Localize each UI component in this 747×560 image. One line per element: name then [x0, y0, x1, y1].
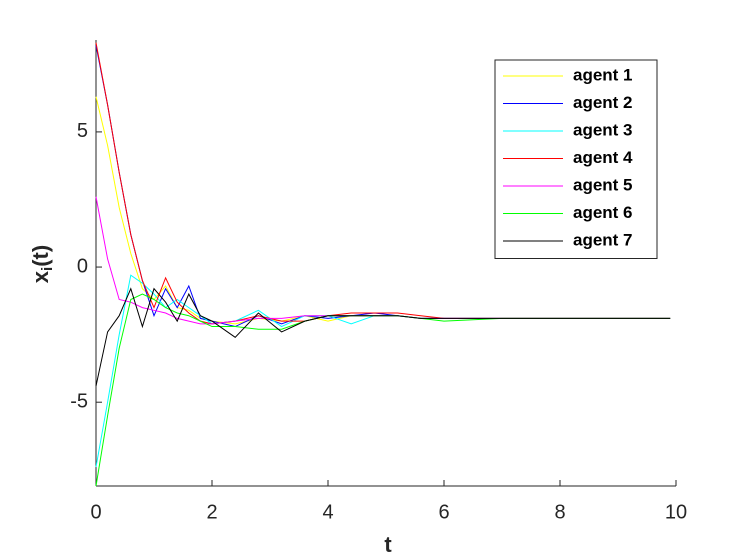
legend-label: agent 7 [573, 230, 633, 249]
legend-label: agent 6 [573, 203, 633, 222]
legend-label: agent 4 [573, 148, 633, 167]
x-tick-label: 0 [90, 501, 101, 523]
legend-label: agent 5 [573, 175, 633, 194]
y-axis-label: xi(t) [28, 245, 56, 283]
series-line [95, 293, 671, 487]
y-label-rest: (t) [28, 245, 53, 267]
y-tick-label: -5 [70, 390, 88, 412]
x-tick-label: 6 [438, 501, 449, 523]
y-label-base: x [28, 270, 53, 283]
legend: agent 1 agent 2 agent 3 agent 4 agent 5 agent… [494, 59, 658, 259]
legend-label: agent 1 [573, 65, 633, 84]
y-label-sub: i [39, 267, 56, 271]
x-tick-label: 8 [554, 501, 565, 523]
x-axis-label: t [384, 532, 392, 557]
x-tick-label: 4 [322, 501, 333, 523]
legend-label: agent 2 [573, 93, 633, 112]
series-line [95, 287, 671, 387]
legend-label: agent 3 [573, 120, 633, 139]
series-line [95, 274, 671, 468]
legend-box [494, 59, 658, 259]
y-tick-label: 5 [77, 120, 88, 142]
x-tick-label: 2 [206, 501, 217, 523]
x-tick-label: 10 [665, 501, 687, 523]
y-tick-label: 0 [77, 255, 88, 277]
